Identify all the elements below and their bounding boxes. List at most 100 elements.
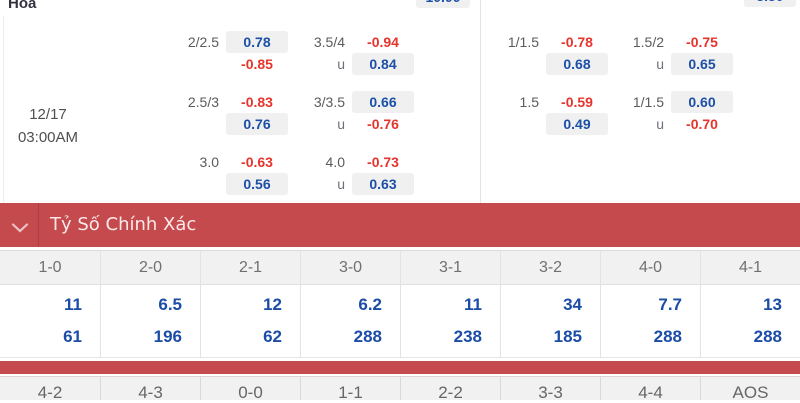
handicap-line: 1/1.5 0.60 xyxy=(611,91,733,113)
score-odds-button[interactable]: 13 xyxy=(763,295,782,314)
handicap-line: u -0.70 xyxy=(611,113,733,135)
score-odds-button[interactable]: 12 xyxy=(263,295,282,314)
score-column: 3-0 6.2 288 xyxy=(300,251,400,357)
under-label: u xyxy=(656,56,664,72)
handicap-label: 1/1.5 xyxy=(632,94,664,110)
chevron-down-icon[interactable] xyxy=(11,220,29,238)
score-header: 4-0 xyxy=(601,251,700,285)
score-header: 4-2 xyxy=(37,383,63,402)
odds-button-partial-right[interactable]: 5.50 xyxy=(744,0,796,7)
odds-button[interactable]: -0.73 xyxy=(367,154,399,170)
odds-button[interactable]: 0.63 xyxy=(352,173,414,195)
score-column: 1-0 11 61 xyxy=(0,251,100,357)
odds-button[interactable]: 0.65 xyxy=(671,53,733,75)
score-odds-button[interactable]: 11 xyxy=(464,295,482,314)
score-header: 1-0 xyxy=(0,251,100,285)
divider-line-left xyxy=(3,16,4,203)
odds-button[interactable]: 0.84 xyxy=(352,53,414,75)
handicap-line: 0.56 xyxy=(150,173,288,195)
score-odds-button[interactable]: 7.7 xyxy=(658,295,682,314)
market-label-draw: Hòa xyxy=(8,0,37,12)
score-header: 2-2 xyxy=(400,377,500,402)
odds-button-partial-left[interactable]: 10.00 xyxy=(416,0,470,8)
odds-button[interactable]: -0.76 xyxy=(367,116,399,132)
handicap-line: u 0.63 xyxy=(292,173,414,195)
score-header: 0-0 xyxy=(200,377,300,402)
banner-divider xyxy=(38,203,39,247)
odds-button[interactable]: -0.70 xyxy=(686,116,718,132)
section-header-correct-score[interactable]: Tỷ Số Chính Xác xyxy=(0,203,800,247)
score-header: 3-0 xyxy=(301,251,400,285)
score-header: AOS xyxy=(700,377,800,402)
score-odds-button[interactable]: 185 xyxy=(553,327,582,346)
match-time: 03:00AM xyxy=(17,129,79,146)
score-column: 3-2 34 185 xyxy=(500,251,600,357)
score-column: 2-1 12 62 xyxy=(200,251,300,357)
score-header: 4-4 xyxy=(600,377,700,402)
odds-button[interactable]: 0.68 xyxy=(546,53,608,75)
odds-button[interactable]: -0.75 xyxy=(686,34,718,50)
score-header: 3-2 xyxy=(501,251,600,285)
odds-button[interactable]: -0.83 xyxy=(241,94,273,110)
score-odds-button[interactable]: 6.2 xyxy=(358,295,382,314)
handicap-line: 0.49 xyxy=(470,113,608,135)
score-header: 4-1 xyxy=(701,251,800,285)
handicap-line: 3.0 -0.63 xyxy=(150,151,288,173)
score-odds-button[interactable]: 11 xyxy=(64,295,82,314)
score-header: 3-3 xyxy=(500,377,600,402)
handicap-line: 1/1.5 -0.78 xyxy=(470,31,608,53)
handicap-label: 2.5/3 xyxy=(187,94,219,110)
handicap-label: 4.0 xyxy=(325,154,345,170)
score-odds-button[interactable]: 196 xyxy=(153,327,182,346)
handicap-line: 0.68 xyxy=(470,53,608,75)
under-label: u xyxy=(337,176,345,192)
section-title: Tỷ Số Chính Xác xyxy=(50,214,197,235)
score-odds-button[interactable]: 62 xyxy=(263,327,282,346)
handicap-line: 3.5/4 -0.94 xyxy=(292,31,414,53)
odds-button[interactable]: 0.76 xyxy=(226,113,288,135)
score-odds-button[interactable]: 61 xyxy=(63,327,82,346)
score-header: 3-1 xyxy=(401,251,500,285)
score-odds-button[interactable]: 238 xyxy=(453,327,482,346)
handicap-line: 2.5/3 -0.83 xyxy=(150,91,288,113)
odds-button[interactable]: 0.56 xyxy=(226,173,288,195)
match-datetime: 12/17 03:00AM xyxy=(0,103,96,149)
handicap-line: u 0.84 xyxy=(292,53,414,75)
score-column: 2-0 6.5 196 xyxy=(100,251,200,357)
score-odds-button[interactable]: 6.5 xyxy=(158,295,182,314)
handicap-label: 3.0 xyxy=(199,154,219,170)
handicap-line: 2/2.5 0.78 xyxy=(150,31,288,53)
odds-button[interactable]: 0.49 xyxy=(546,113,608,135)
handicap-line: -0.85 xyxy=(150,53,288,75)
handicap-label: 2/2.5 xyxy=(187,34,219,50)
handicap-label: 3/3.5 xyxy=(313,94,345,110)
handicap-line: 0.76 xyxy=(150,113,288,135)
score-column: 3-1 11 238 xyxy=(400,251,500,357)
handicap-line: u 0.65 xyxy=(611,53,733,75)
under-label: u xyxy=(656,116,664,132)
handicap-label: 1/1.5 xyxy=(507,34,539,50)
handicap-label: 1.5/2 xyxy=(632,34,664,50)
odds-button[interactable]: 0.78 xyxy=(226,31,288,53)
score-header: 4-3 xyxy=(100,377,200,402)
handicap-label: 3.5/4 xyxy=(313,34,345,50)
score-odds-button[interactable]: 288 xyxy=(653,327,682,346)
odds-button[interactable]: -0.94 xyxy=(367,34,399,50)
odds-button[interactable]: -0.85 xyxy=(241,56,273,72)
score-odds-button[interactable]: 288 xyxy=(753,327,782,346)
correct-score-grid-row2: 4-2 4-3 0-0 1-1 2-2 3-3 4-4 AOS xyxy=(0,376,800,402)
score-header: 2-1 xyxy=(201,251,300,285)
handicap-line: 1.5 -0.59 xyxy=(470,91,608,113)
odds-button[interactable]: 0.60 xyxy=(671,91,733,113)
odds-button[interactable]: -0.78 xyxy=(561,34,593,50)
divider-line-center xyxy=(480,0,481,203)
score-odds-button[interactable]: 288 xyxy=(353,327,382,346)
score-header: 2-0 xyxy=(101,251,200,285)
odds-button[interactable]: -0.63 xyxy=(241,154,273,170)
odds-button[interactable]: 0.66 xyxy=(352,91,414,113)
score-odds-button[interactable]: 34 xyxy=(563,295,582,314)
odds-button[interactable]: -0.59 xyxy=(561,94,593,110)
handicap-line: u -0.76 xyxy=(292,113,414,135)
odds-panel: Hòa 10.00 5.50 12/17 03:00AM 2/2.5 0.78 … xyxy=(0,0,796,203)
correct-score-grid: 1-0 11 61 2-0 6.5 196 2-1 12 62 3-0 6.2 … xyxy=(0,250,800,358)
